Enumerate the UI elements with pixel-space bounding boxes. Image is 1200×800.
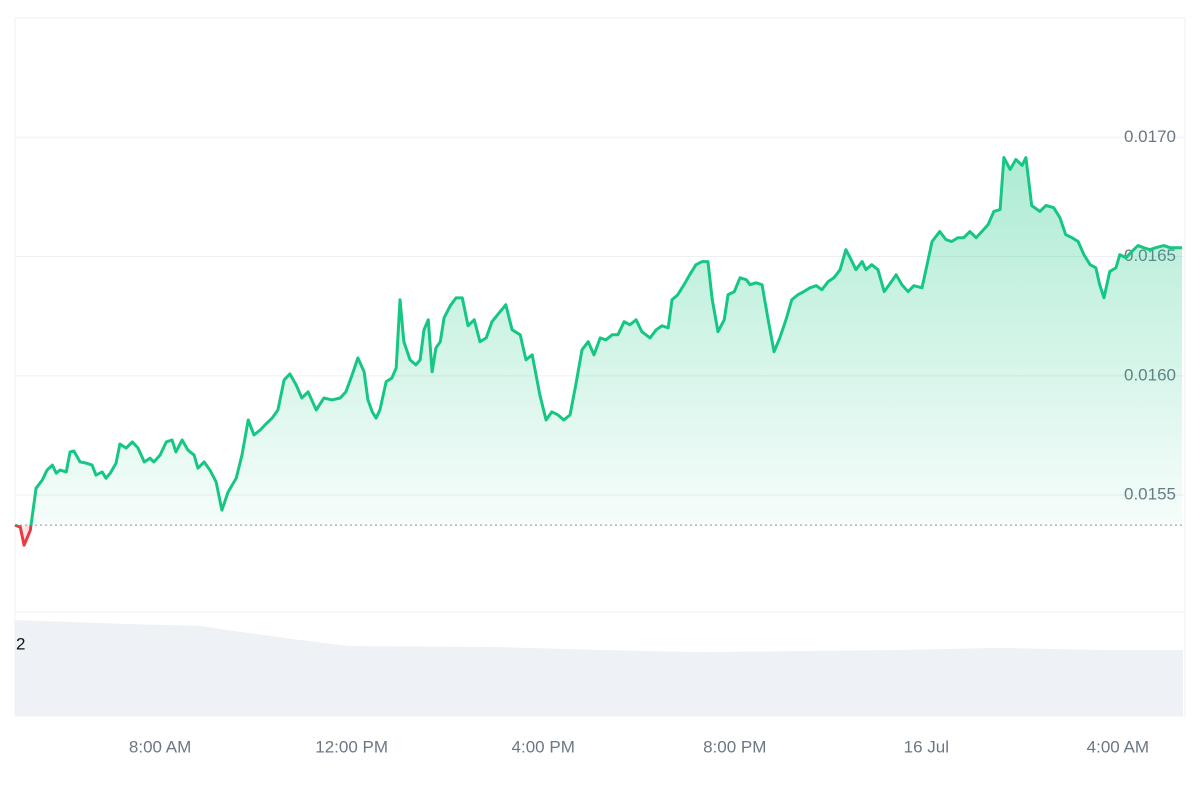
x-tick-label: 16 Jul	[904, 737, 949, 756]
y-tick-label: 0.0170	[1124, 127, 1176, 146]
y2-tick-label: 2	[16, 634, 25, 653]
x-tick-label: 4:00 AM	[1087, 737, 1149, 756]
x-tick-label: 8:00 AM	[129, 737, 191, 756]
area-up	[15, 157, 1183, 526]
volume-area	[15, 620, 1183, 716]
x-tick-label: 4:00 PM	[512, 737, 575, 756]
x-tick-label: 8:00 PM	[703, 737, 766, 756]
price-line	[14, 156, 1183, 526]
x-tick-label: 12:00 PM	[315, 737, 388, 756]
